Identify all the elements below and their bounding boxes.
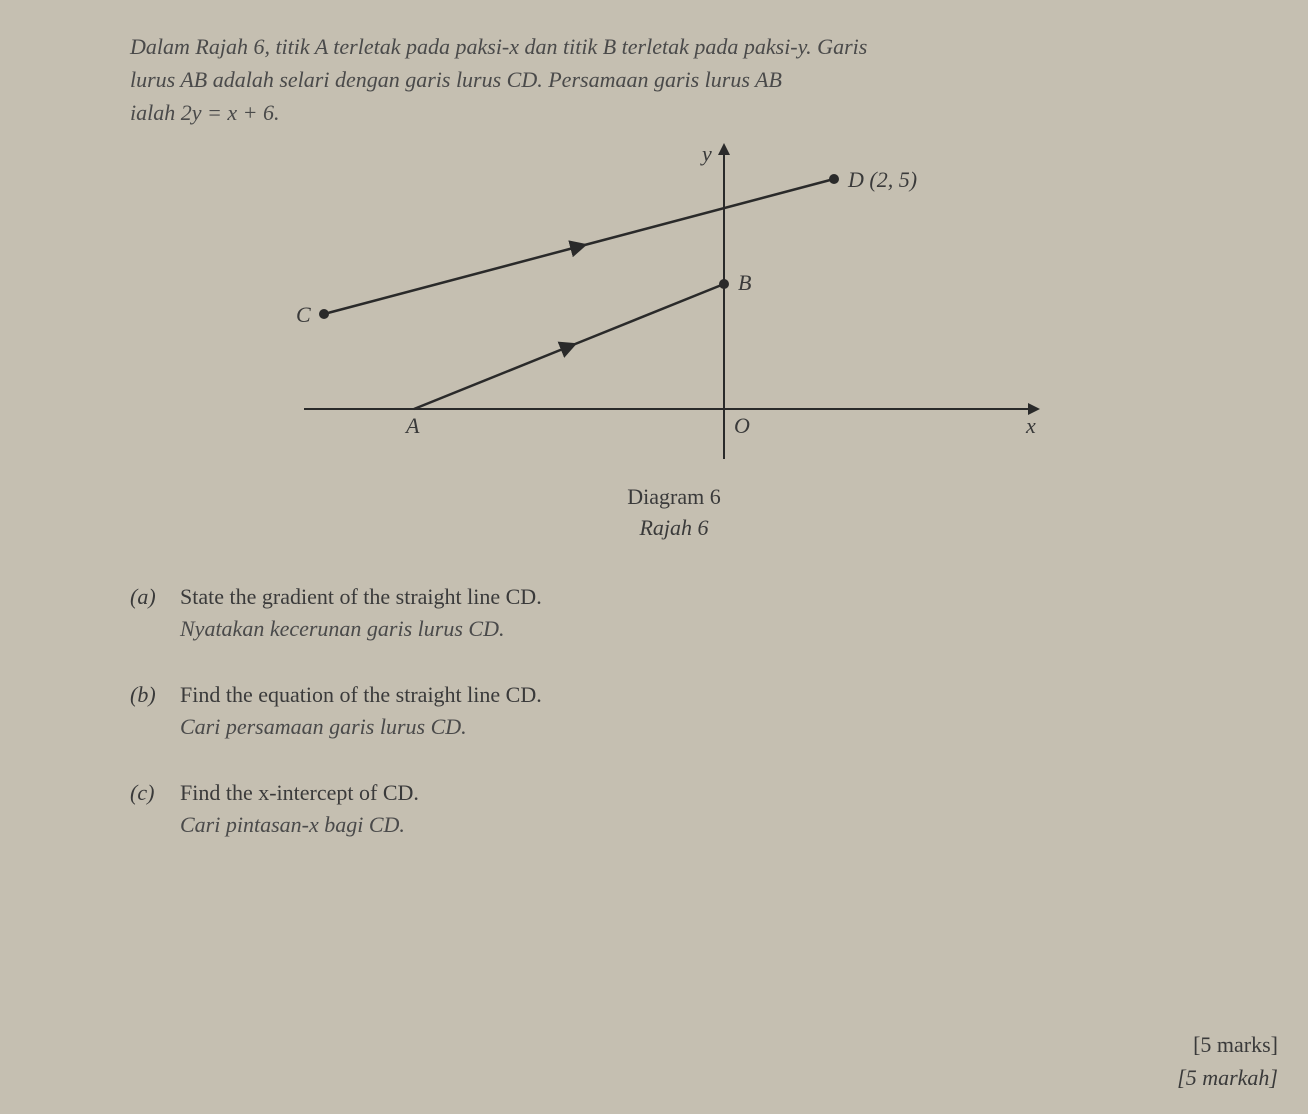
parts-list: (a)State the gradient of the straight li… xyxy=(130,584,1218,838)
svg-text:y: y xyxy=(700,141,712,166)
part-label: (c) xyxy=(130,780,180,838)
part-content: Find the equation of the straight line C… xyxy=(180,682,1218,740)
svg-text:D (2, 5): D (2, 5) xyxy=(847,167,917,192)
part-content: State the gradient of the straight line … xyxy=(180,584,1218,642)
intro-line1: Dalam Rajah 6, titik A terletak pada pak… xyxy=(130,34,867,59)
part-text-ms: Nyatakan kecerunan garis lurus CD. xyxy=(180,616,1218,642)
diagram: x y O A B C D (2, 5) Diagram 6 Rajah 6 xyxy=(294,139,1054,544)
svg-text:O: O xyxy=(734,413,750,438)
diagram-caption: Diagram 6 Rajah 6 xyxy=(294,482,1054,544)
part-text-ms: Cari persamaan garis lurus CD. xyxy=(180,714,1218,740)
intro-line2: lurus AB adalah selari dengan garis luru… xyxy=(130,67,782,92)
marks-ms: [5 markah] xyxy=(1177,1065,1278,1090)
part-text-en: Find the equation of the straight line C… xyxy=(180,682,1218,708)
part: (a)State the gradient of the straight li… xyxy=(130,584,1218,642)
part-content: Find the x-intercept of CD. Cari pintasan… xyxy=(180,780,1218,838)
marks-en: [5 marks] xyxy=(1193,1032,1278,1057)
diagram-svg: x y O A B C D (2, 5) xyxy=(294,139,1054,469)
part: (c)Find the x-intercept of CD. Cari pinta… xyxy=(130,780,1218,838)
part-label: (b) xyxy=(130,682,180,740)
part-text-ms: Cari pintasan-x bagi CD. xyxy=(180,812,1218,838)
caption-ms: Rajah 6 xyxy=(639,515,708,540)
part-text-en: Find the x-intercept of CD. xyxy=(180,780,1218,806)
part-text-en: State the gradient of the straight line … xyxy=(180,584,1218,610)
marks: [5 marks] [5 markah] xyxy=(1177,1028,1278,1094)
svg-text:B: B xyxy=(738,270,751,295)
part-label: (a) xyxy=(130,584,180,642)
diagram-container: x y O A B C D (2, 5) Diagram 6 Rajah 6 xyxy=(130,139,1218,544)
caption-en: Diagram 6 xyxy=(627,484,720,509)
svg-text:A: A xyxy=(404,413,420,438)
part: (b)Find the equation of the straight lin… xyxy=(130,682,1218,740)
intro-line3: ialah 2y = x + 6. xyxy=(130,100,279,125)
intro-text: Dalam Rajah 6, titik A terletak pada pak… xyxy=(130,30,1218,129)
svg-text:x: x xyxy=(1025,413,1036,438)
svg-text:C: C xyxy=(296,302,311,327)
